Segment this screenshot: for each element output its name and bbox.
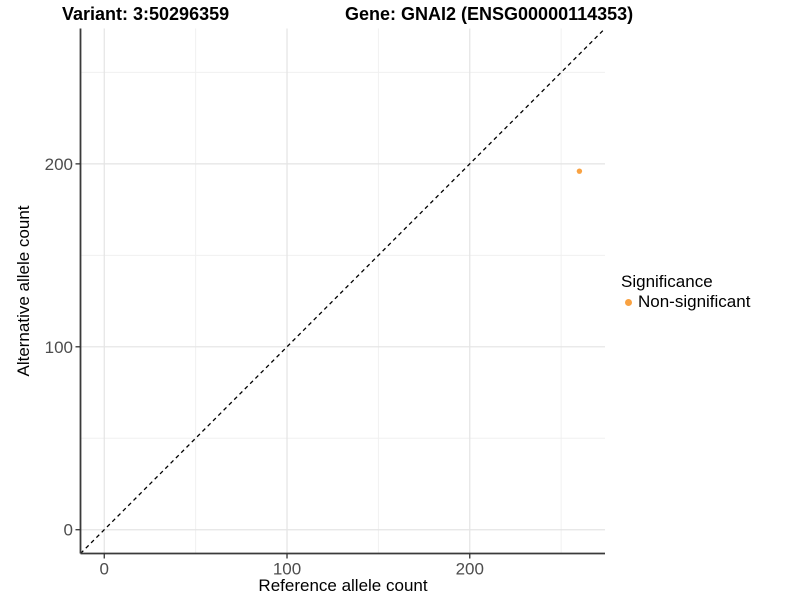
- legend-item-label: Non-significant: [638, 292, 751, 311]
- x-tick-label: 200: [456, 560, 484, 579]
- legend: Significance Non-significant: [621, 272, 750, 312]
- gene-title: Gene: GNAI2 (ENSG00000114353): [345, 4, 634, 24]
- x-tick-label: 0: [100, 560, 109, 579]
- y-tick-label: 100: [45, 338, 73, 357]
- data-point: [576, 168, 583, 174]
- y-tick-label: 0: [64, 521, 73, 540]
- legend-title: Significance: [621, 272, 713, 291]
- y-tick-label: 200: [45, 155, 73, 174]
- x-axis-title: Reference allele count: [258, 576, 428, 595]
- y-axis-title: Alternative allele count: [14, 205, 33, 377]
- variant-title: Variant: 3:50296359: [62, 4, 230, 24]
- identity-line: [80, 28, 606, 554]
- legend-item-non-significant: Non-significant: [621, 292, 750, 312]
- x-tick-label: 100: [273, 560, 301, 579]
- legend-point-icon: [625, 298, 632, 306]
